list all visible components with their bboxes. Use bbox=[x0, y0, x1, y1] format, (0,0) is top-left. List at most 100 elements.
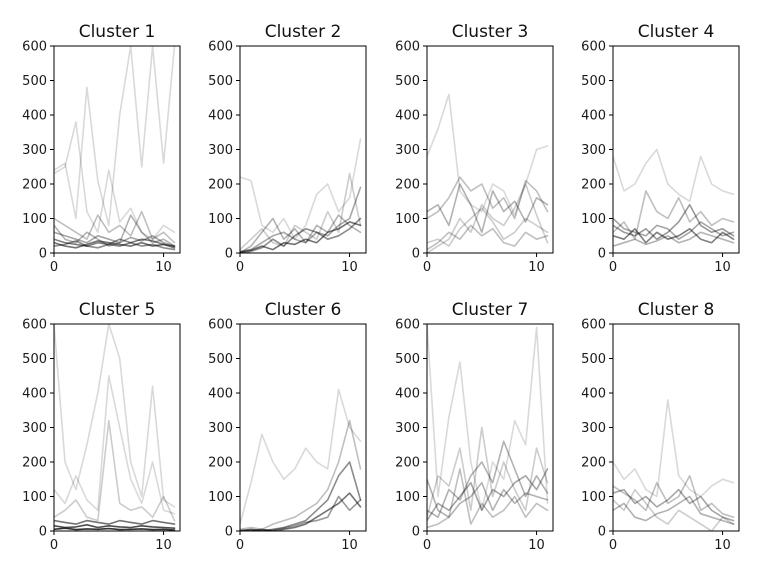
cluster-3-series-group bbox=[427, 93, 549, 253]
cluster-5-ytick-label-0: 0 bbox=[39, 525, 47, 540]
cluster-3-ytick-label-600: 600 bbox=[395, 40, 420, 55]
cluster-5-ytick-label-600: 600 bbox=[22, 318, 47, 333]
cluster-2-xtick-label-10: 10 bbox=[341, 260, 358, 275]
cluster-8-xtick-label-10: 10 bbox=[714, 538, 731, 553]
cluster-5-xtick-label-0: 0 bbox=[50, 538, 58, 553]
cluster-7-plot: Cluster 7 0 100 200 300 400 500 600 0 10 bbox=[395, 300, 554, 553]
cluster-7-ytick-label-100: 100 bbox=[395, 490, 420, 505]
cluster-6-title: Cluster 6 bbox=[265, 300, 342, 320]
cluster-5-series-5 bbox=[54, 523, 176, 530]
cluster-1-ytick-label-600: 600 bbox=[22, 40, 47, 55]
cluster-3-xtick-label-10: 10 bbox=[528, 260, 545, 275]
cluster-8-series-2 bbox=[613, 474, 735, 519]
cluster-8-ytick-label-0: 0 bbox=[598, 525, 606, 540]
cluster-6-series-1 bbox=[240, 388, 362, 525]
cluster-1-series-1 bbox=[54, 46, 176, 227]
cluster-4-series-2 bbox=[613, 190, 735, 240]
cluster-6-series-4 bbox=[240, 492, 362, 531]
cluster-2-axes-frame bbox=[239, 45, 367, 254]
cluster-8-ytick-label-200: 200 bbox=[581, 456, 606, 471]
cluster-8-title: Cluster 8 bbox=[638, 300, 715, 320]
cluster-7-series-4 bbox=[427, 468, 549, 522]
cluster-5-ytick-label-500: 500 bbox=[22, 352, 47, 367]
cluster-8-series-group bbox=[613, 399, 735, 531]
cluster-4-series-1 bbox=[613, 148, 735, 203]
cluster-8-ytick-label-400: 400 bbox=[581, 387, 606, 402]
cluster-6-xtick-label-0: 0 bbox=[236, 538, 244, 553]
cluster-4-xtick-label-10: 10 bbox=[714, 260, 731, 275]
cluster-7-series-1 bbox=[427, 324, 549, 512]
cluster-2-series-group bbox=[240, 138, 362, 253]
cluster-2-ytick-label-600: 600 bbox=[208, 40, 233, 55]
cluster-4-series-5 bbox=[613, 217, 735, 240]
cluster-6-plot: Cluster 6 0 100 200 300 400 500 600 0 10 bbox=[208, 300, 367, 553]
cluster-4-series-3 bbox=[613, 203, 735, 240]
cluster-5-ytick-label-400: 400 bbox=[22, 387, 47, 402]
cluster-1-plot: Cluster 1 0 100 200 300 400 500 600 0 10 bbox=[22, 22, 181, 275]
cluster-7-ytick-label-600: 600 bbox=[395, 318, 420, 333]
cluster-1-xtick-label-0: 0 bbox=[50, 260, 58, 275]
cluster-6-series-2 bbox=[240, 419, 362, 531]
cluster-3-series-3 bbox=[427, 183, 549, 234]
cluster-3-series-4 bbox=[427, 207, 549, 247]
cluster-3-series-1 bbox=[427, 93, 549, 216]
cluster-1-ytick-label-100: 100 bbox=[22, 212, 47, 227]
cluster-1-series-3 bbox=[54, 210, 176, 244]
cluster-2-series-6 bbox=[240, 214, 362, 253]
cluster-6-ytick-label-300: 300 bbox=[208, 421, 233, 436]
cluster-3-ytick-label-200: 200 bbox=[395, 178, 420, 193]
cluster-7-series-3 bbox=[427, 440, 549, 519]
cluster-7-series-group bbox=[427, 324, 549, 529]
cluster-1-series-group bbox=[54, 46, 176, 251]
cluster-8-series-4 bbox=[613, 488, 735, 531]
cluster-3-ytick-label-300: 300 bbox=[395, 143, 420, 158]
cluster-5-ytick-label-300: 300 bbox=[22, 421, 47, 436]
cluster-1-series-7 bbox=[54, 240, 176, 249]
cluster-7-series-6 bbox=[427, 478, 549, 519]
cluster-8-ytick-label-500: 500 bbox=[581, 352, 606, 367]
cluster-3-series-2 bbox=[427, 176, 549, 220]
cluster-2-ytick-label-500: 500 bbox=[208, 74, 233, 89]
cluster-3-xtick-label-0: 0 bbox=[423, 260, 431, 275]
cluster-3-ytick-label-0: 0 bbox=[412, 247, 420, 262]
cluster-2-title: Cluster 2 bbox=[265, 22, 342, 42]
cluster-1-ytick-label-500: 500 bbox=[22, 74, 47, 89]
cluster-3-series-6 bbox=[427, 183, 549, 253]
cluster-1-ytick-label-400: 400 bbox=[22, 109, 47, 124]
cluster-4-ytick-label-500: 500 bbox=[581, 74, 606, 89]
cluster-6-ytick-label-500: 500 bbox=[208, 352, 233, 367]
cluster-4-series-group bbox=[613, 148, 735, 247]
cluster-1-series-8 bbox=[54, 214, 176, 247]
cluster-6-series-group bbox=[240, 388, 362, 531]
cluster-1-series-6 bbox=[54, 238, 176, 251]
cluster-4-ytick-label-0: 0 bbox=[598, 247, 606, 262]
cluster-7-ytick-label-200: 200 bbox=[395, 456, 420, 471]
cluster-3-axes-frame bbox=[426, 45, 554, 254]
cluster-2-series-5 bbox=[240, 221, 362, 253]
cluster-6-series-3 bbox=[240, 461, 362, 531]
cluster-3-title: Cluster 3 bbox=[452, 22, 529, 42]
cluster-5-series-4 bbox=[54, 519, 176, 525]
cluster-5-series-group bbox=[54, 324, 176, 531]
cluster-8-ytick-label-600: 600 bbox=[581, 318, 606, 333]
cluster-6-ytick-label-100: 100 bbox=[208, 490, 233, 505]
cluster-5-plot: Cluster 5 0 100 200 300 400 500 600 0 10 bbox=[22, 300, 181, 553]
cluster-3-ytick-label-400: 400 bbox=[395, 109, 420, 124]
cluster-2-series-1 bbox=[240, 138, 362, 240]
cluster-6-ytick-label-200: 200 bbox=[208, 456, 233, 471]
cluster-2-ytick-label-100: 100 bbox=[208, 212, 233, 227]
cluster-4-axes-frame bbox=[612, 45, 740, 254]
cluster-7-ytick-label-0: 0 bbox=[412, 525, 420, 540]
cluster-5-series-1 bbox=[54, 324, 176, 508]
cluster-4-title: Cluster 4 bbox=[638, 22, 715, 42]
cluster-7-ytick-label-500: 500 bbox=[395, 352, 420, 367]
cluster-7-xtick-label-0: 0 bbox=[423, 538, 431, 553]
cluster-5-series-2 bbox=[54, 374, 176, 515]
cluster-3-plot: Cluster 3 0 100 200 300 400 500 600 0 10 bbox=[395, 22, 554, 275]
cluster-3-ytick-label-100: 100 bbox=[395, 212, 420, 227]
cluster-5-series-6 bbox=[54, 527, 176, 531]
cluster-4-ytick-label-200: 200 bbox=[581, 178, 606, 193]
cluster-2-ytick-label-400: 400 bbox=[208, 109, 233, 124]
cluster-2-xtick-label-0: 0 bbox=[236, 260, 244, 275]
